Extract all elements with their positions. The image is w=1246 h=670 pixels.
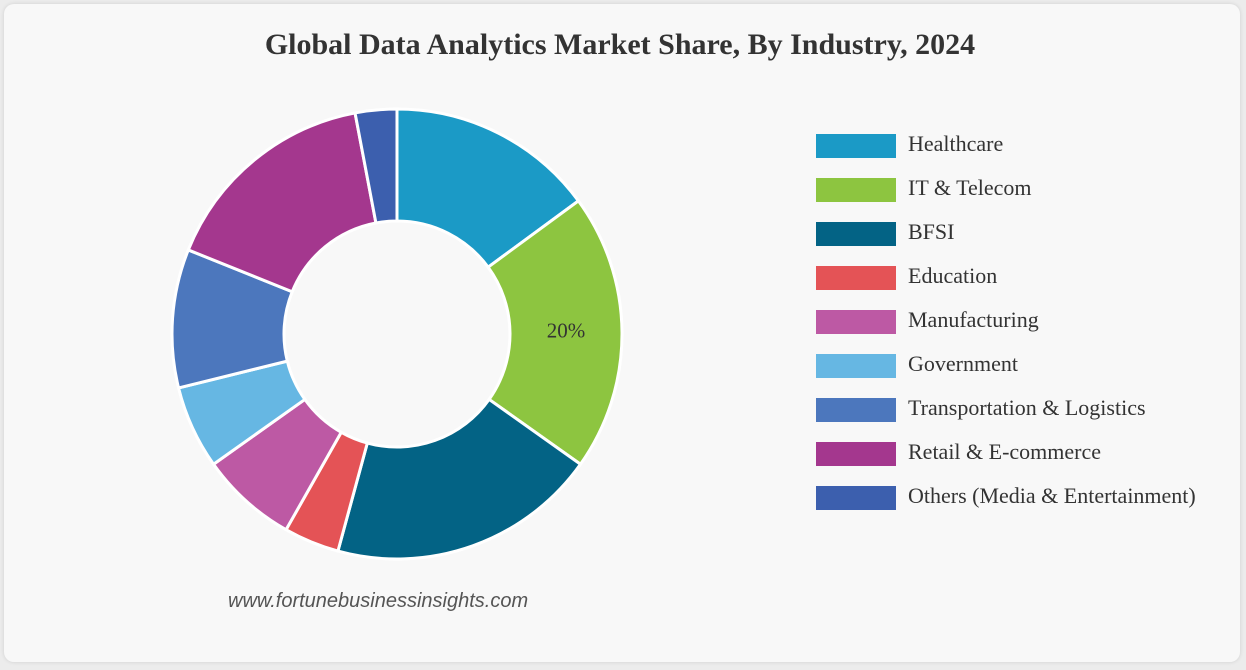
donut-labels: 20% xyxy=(547,318,586,342)
legend-item-it-telecom[interactable]: IT & Telecom xyxy=(816,168,1196,212)
donut-chart: 20% xyxy=(170,107,624,561)
slice-bfsi[interactable] xyxy=(336,397,582,561)
legend-swatch xyxy=(816,310,896,334)
legend-label: IT & Telecom xyxy=(908,175,1032,200)
legend-item-transportation-logistics[interactable]: Transportation & Logistics xyxy=(816,388,1196,432)
legend-swatch xyxy=(816,222,896,246)
legend-swatch xyxy=(816,134,896,158)
legend-label: Healthcare xyxy=(908,131,1004,156)
legend-item-others-media-entertainment[interactable]: Others (Media & Entertainment) xyxy=(816,476,1196,520)
slice-it-telecom[interactable] xyxy=(486,199,624,466)
legend-label: Others (Media & Entertainment) xyxy=(908,483,1196,508)
legend-item-government[interactable]: Government xyxy=(816,344,1196,388)
legend-item-retail-e-commerce[interactable]: Retail & E-commerce xyxy=(816,432,1196,476)
slice-retail-e-commerce[interactable] xyxy=(186,111,378,294)
slice-healthcare[interactable] xyxy=(395,107,580,269)
legend-label: Education xyxy=(908,263,998,288)
legend-label: Manufacturing xyxy=(908,307,1039,332)
chart-legend: Healthcare IT & Telecom BFSI Education Manuf… xyxy=(816,124,1196,520)
legend-item-healthcare[interactable]: Healthcare xyxy=(816,124,1196,168)
legend-swatch xyxy=(816,398,896,422)
slice-others-media-entertainment[interactable] xyxy=(353,107,399,225)
legend-item-manufacturing[interactable]: Manufacturing xyxy=(816,300,1196,344)
legend-swatch xyxy=(816,266,896,290)
legend-label: Transportation & Logistics xyxy=(908,395,1146,420)
chart-title: Global Data Analytics Market Share, By I… xyxy=(264,28,976,61)
legend-label: Government xyxy=(908,351,1018,376)
legend-item-education[interactable]: Education xyxy=(816,256,1196,300)
legend-item-bfsi[interactable]: BFSI xyxy=(816,212,1196,256)
legend-swatch xyxy=(816,486,896,510)
legend-swatch xyxy=(816,178,896,202)
legend-label: Retail & E-commerce xyxy=(908,439,1102,464)
donut-slices xyxy=(170,107,624,561)
source-credit: www.fortunebusinessinsights.com xyxy=(228,590,529,612)
legend-swatch xyxy=(816,354,896,378)
legend-swatch xyxy=(816,442,896,466)
legend-label: BFSI xyxy=(908,219,955,244)
slice-label-it-telecom: 20% xyxy=(547,318,586,342)
